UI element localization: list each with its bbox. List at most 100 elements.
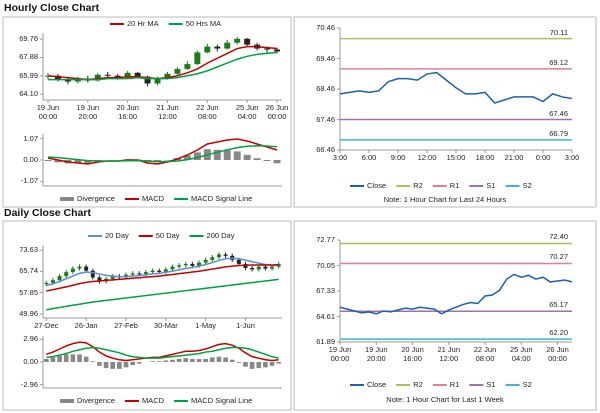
level-label: 66.79 bbox=[549, 128, 568, 138]
legend-label: Close bbox=[367, 379, 387, 389]
candle-body bbox=[170, 266, 175, 270]
candle-body bbox=[184, 64, 191, 69]
x-tick-label: 21:00 bbox=[504, 153, 524, 162]
x-tick-label: 18:00 bbox=[475, 153, 495, 162]
candle-body bbox=[223, 254, 228, 256]
divergence-bar bbox=[63, 354, 69, 362]
legend-label: MACD Signal Line bbox=[191, 193, 253, 203]
divergence-bar bbox=[243, 362, 248, 367]
candle-body bbox=[164, 73, 171, 79]
x-tick-label: 19 Jun 00:00 bbox=[328, 345, 352, 363]
legend-label: 50 Hrs MA bbox=[185, 18, 222, 28]
y-tick-label: 0.00 bbox=[23, 154, 38, 164]
legend-label: S1 bbox=[486, 379, 496, 389]
x-tick-label: 22 Jun 08:00 bbox=[473, 345, 497, 363]
legend-label: 20 Day bbox=[105, 230, 129, 240]
divergence-bar bbox=[156, 361, 162, 362]
y-tick-label: 65.74 bbox=[19, 266, 38, 276]
candle-body bbox=[250, 267, 255, 270]
panel bbox=[2, 16, 292, 208]
divergence-bar bbox=[183, 358, 189, 362]
x-tick-label: 19 Jun 20:00 bbox=[76, 103, 100, 121]
divergence-bar bbox=[90, 361, 96, 362]
candle-body bbox=[216, 254, 221, 258]
ma-line bbox=[47, 51, 278, 81]
divergence-bar bbox=[256, 362, 262, 369]
candle-body bbox=[110, 276, 115, 279]
candle-body bbox=[54, 75, 61, 80]
level-label: 72.40 bbox=[549, 232, 568, 242]
divergence-bar bbox=[103, 362, 109, 369]
divergence-bar bbox=[163, 360, 169, 362]
legend-label: 50 Day bbox=[155, 230, 180, 240]
candle-body bbox=[203, 259, 208, 263]
x-tick-label: 22 Jun 08:00 bbox=[196, 103, 219, 121]
candle-body bbox=[57, 276, 62, 281]
x-tick-label: 19 Jun 00:00 bbox=[36, 103, 60, 121]
candle-body bbox=[264, 48, 271, 50]
candle-body bbox=[150, 270, 155, 273]
y-tick-label: -1.07 bbox=[20, 176, 38, 186]
legend-label: S1 bbox=[486, 180, 496, 190]
chart-note: Note: 1 Hour Chart for Last 1 Week bbox=[386, 394, 504, 404]
legend-label: R2 bbox=[413, 180, 423, 190]
section-heading: Daily Close Chart bbox=[4, 207, 91, 219]
x-tick-label: 1-Jun bbox=[236, 321, 255, 330]
level-label: 65.17 bbox=[549, 300, 568, 309]
divergence-bar bbox=[233, 151, 241, 160]
divergence-bar bbox=[84, 160, 92, 164]
legend-swatch bbox=[60, 399, 74, 403]
candle-body bbox=[70, 268, 75, 273]
candle-body bbox=[97, 277, 102, 282]
legend-label: MACD Signal Line bbox=[191, 395, 253, 405]
divergence-bar bbox=[44, 160, 52, 161]
y-tick-label: 69.76 bbox=[19, 33, 38, 43]
x-tick-label: 0:00 bbox=[535, 153, 551, 162]
y-tick-label: 64.10 bbox=[19, 88, 38, 98]
x-tick-label: 1-May bbox=[195, 321, 217, 330]
candle-body bbox=[190, 263, 195, 266]
candle-body bbox=[44, 282, 49, 285]
y-tick-label: 64.61 bbox=[316, 311, 335, 321]
y-tick-label: 61.89 bbox=[316, 336, 335, 346]
candle-body bbox=[194, 52, 201, 65]
chart-note: Note: 1 Hour Chart for Last 24 Hours bbox=[383, 194, 507, 204]
candle-body bbox=[134, 72, 141, 77]
candle-body bbox=[144, 76, 151, 84]
divergence-bar bbox=[190, 358, 195, 362]
divergence-bar bbox=[263, 362, 268, 368]
divergence-bar bbox=[136, 362, 142, 364]
x-tick-label: 26-Jan bbox=[74, 321, 98, 330]
legend-label: R1 bbox=[449, 180, 460, 190]
candle-body bbox=[263, 266, 268, 269]
divergence-bar bbox=[229, 359, 235, 362]
candle-body bbox=[256, 266, 261, 270]
candle-body bbox=[234, 38, 241, 43]
level-label: 70.27 bbox=[549, 252, 568, 262]
y-tick-label: 70.46 bbox=[316, 22, 335, 32]
y-tick-label: 69.46 bbox=[316, 53, 335, 63]
panel bbox=[293, 220, 597, 411]
candle-body bbox=[157, 270, 162, 273]
level-label: 67.46 bbox=[549, 108, 568, 118]
legend-label: R2 bbox=[413, 379, 423, 389]
level-label: 70.11 bbox=[549, 27, 568, 37]
y-tick-label: 2.96 bbox=[23, 334, 38, 344]
legend-label: S2 bbox=[522, 180, 532, 190]
close-line bbox=[339, 273, 573, 315]
divergence-bar bbox=[123, 362, 129, 368]
legend-label: 200 Day bbox=[206, 230, 235, 240]
divergence-bar bbox=[43, 358, 49, 362]
x-tick-label: 3:00 bbox=[564, 153, 580, 162]
y-tick-label: 67.33 bbox=[316, 285, 335, 295]
y-tick-label: 67.46 bbox=[316, 114, 335, 124]
divergence-bar bbox=[209, 357, 215, 362]
x-tick-label: 21 Jun 12:00 bbox=[437, 345, 461, 363]
x-tick-label: 30-Mar bbox=[153, 321, 178, 330]
divergence-bar bbox=[97, 362, 102, 366]
ma-line bbox=[46, 278, 279, 311]
candle-body bbox=[124, 72, 131, 78]
divergence-bar bbox=[57, 355, 62, 362]
x-tick-label: 25 Jun 04:00 bbox=[509, 345, 533, 363]
